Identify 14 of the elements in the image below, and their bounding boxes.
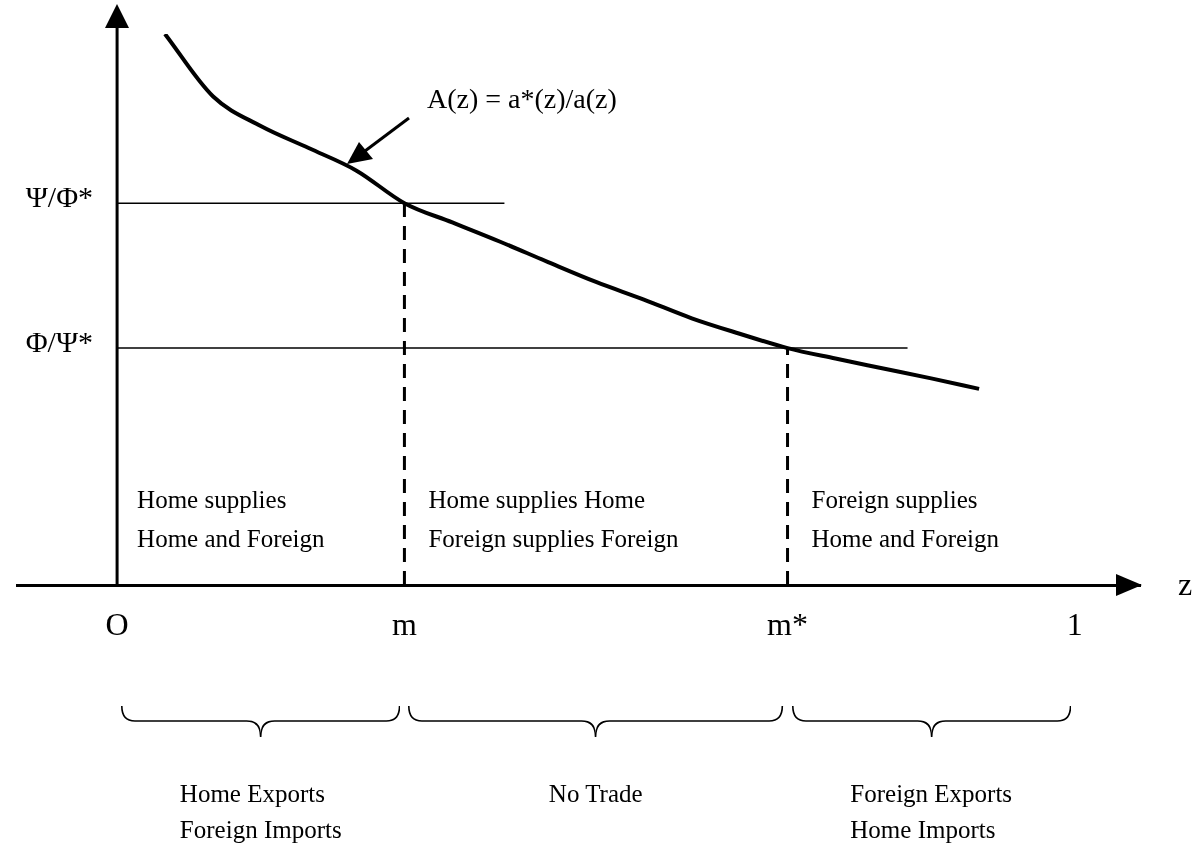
annotation: Home supplies Home and Foreign: [137, 485, 326, 552]
annotation: A(z) = a*(z)/a(z): [426, 83, 617, 115]
ref-line-label: Ψ/Φ*: [25, 180, 94, 214]
annotation: Foreign supplies Home and Foreign: [811, 485, 1000, 552]
x-tick-label: m: [391, 605, 417, 642]
annotation: Home supplies Home Foreign supplies Foreign: [428, 485, 679, 552]
text: Home Exports Foreign Imports: [179, 779, 342, 843]
ref-line-label: Φ/Ψ*: [25, 324, 94, 358]
x-tick-label: O: [105, 605, 129, 642]
x-tick-label: 1: [1066, 605, 1083, 642]
text: No Trade: [548, 779, 643, 807]
text: Foreign Exports Home Imports: [850, 779, 1013, 843]
x-axis-title: z: [1177, 566, 1193, 603]
x-tick-label: m*: [767, 605, 808, 642]
